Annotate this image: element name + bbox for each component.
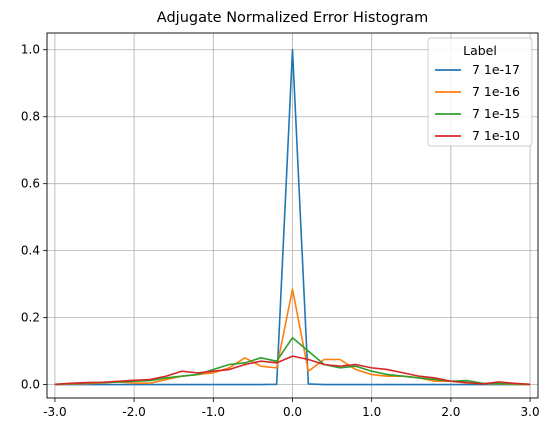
x-tick-label: -3.0: [43, 405, 66, 419]
legend-entry-label: 7 1e-15: [472, 106, 520, 121]
legend-entry-label: 7 1e-10: [472, 128, 520, 143]
legend: Label 7 1e-17 7 1e-16 7 1e-15 7 1e-10: [427, 37, 533, 147]
series-line-1: [54, 48, 531, 386]
x-tick-label: 2.0: [441, 405, 460, 419]
legend-entry-label: 7 1e-16: [472, 84, 520, 99]
series-lines: [54, 48, 531, 386]
x-tick-label: -1.0: [202, 405, 225, 419]
x-tick-label: 1.0: [362, 405, 381, 419]
legend-entry-label: 7 1e-17: [472, 62, 520, 77]
y-tick-label: 0.2: [21, 311, 40, 325]
y-tick-label: 0.0: [21, 378, 40, 392]
y-tick-label: 0.8: [21, 110, 40, 124]
series-line-4: [54, 355, 531, 386]
chart-title: Adjugate Normalized Error Histogram: [157, 10, 428, 26]
x-tick-label: 3.0: [521, 405, 540, 419]
y-tick-label: 0.6: [21, 177, 40, 191]
axis-ticks: -3.0 -2.0 -1.0 0.0 1.0 2.0 3.0 0.0 0.2 0.4 0.6 0.8 1…: [21, 43, 540, 419]
x-tick-label: -2.0: [122, 405, 145, 419]
y-tick-label: 0.4: [21, 244, 40, 258]
x-tick-label: 0.0: [283, 405, 302, 419]
legend-title: Label: [463, 43, 497, 58]
y-tick-label: 1.0: [21, 43, 40, 57]
legend-box: [427, 37, 533, 147]
